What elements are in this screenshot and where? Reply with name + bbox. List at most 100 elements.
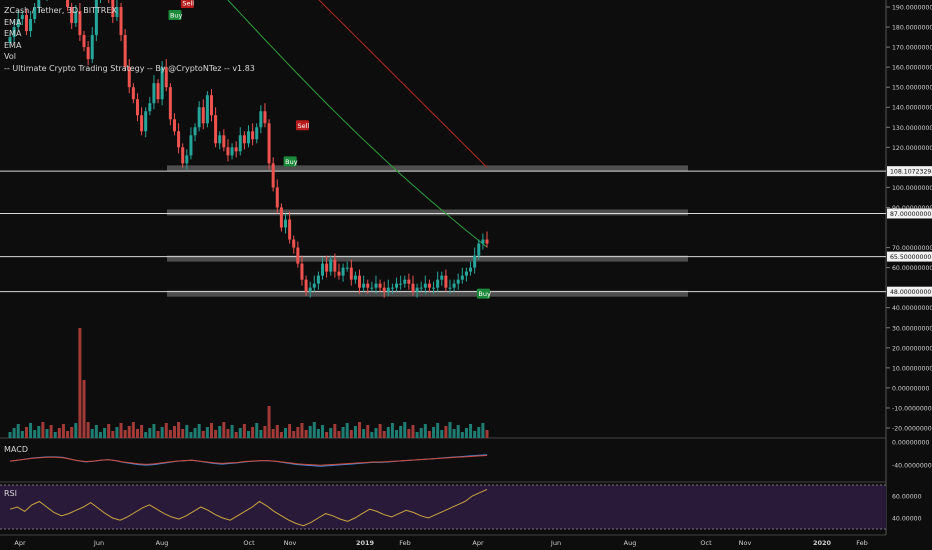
- volume-bar: [304, 430, 308, 438]
- volume-bar: [66, 431, 70, 438]
- candle-body: [70, 7, 74, 24]
- volume-bar: [135, 429, 139, 438]
- time-tick-label: Aug: [624, 539, 637, 547]
- candle-body: [226, 147, 230, 156]
- time-tick-label: Feb: [856, 539, 868, 547]
- candle-body: [189, 135, 193, 156]
- volume-bar: [440, 430, 444, 438]
- candle-body: [201, 107, 205, 124]
- price-tick-label: 120.00000000: [892, 145, 932, 152]
- grid: [0, 0, 887, 535]
- volume-bar: [160, 427, 164, 438]
- macd-pane: 0.00000000 -40.00000000: [9, 440, 932, 470]
- legend-strategy[interactable]: -- Ultimate Crypto Trading Strategy -- B…: [4, 63, 255, 73]
- volume-bar: [127, 426, 131, 438]
- candle-body: [370, 287, 374, 289]
- volume-bar: [292, 431, 296, 438]
- volume-bar: [33, 430, 37, 438]
- candle-body: [24, 15, 28, 32]
- candle-body: [308, 287, 312, 292]
- volume-bar: [242, 424, 246, 438]
- level-label: 48.00000000: [890, 289, 931, 296]
- volume-bar: [86, 422, 90, 438]
- volume-bar: [362, 429, 366, 438]
- candle-body: [399, 283, 403, 285]
- candle-body: [321, 263, 325, 276]
- volume-bar: [45, 429, 49, 438]
- time-tick-label: Aug: [156, 539, 169, 547]
- rsi-band: [0, 485, 886, 529]
- volume-bar: [464, 428, 468, 438]
- volume-bar: [419, 428, 423, 438]
- volume-bar: [152, 424, 156, 438]
- volume-bar: [316, 429, 320, 438]
- candles: [8, 0, 489, 298]
- legend-ema-2[interactable]: EMA: [4, 29, 22, 38]
- candle-body: [86, 47, 90, 60]
- zone-band: [167, 209, 688, 216]
- candle-body: [382, 287, 386, 292]
- volume-bar: [49, 425, 53, 438]
- volume-bar: [259, 430, 263, 438]
- signal-buy-badge: [283, 156, 297, 167]
- volume-bar: [321, 425, 325, 438]
- volume-bars: [8, 328, 489, 438]
- ema-line-green: [227, 0, 488, 248]
- candle-body: [144, 111, 148, 132]
- volume-bar: [193, 428, 197, 438]
- signal-sell-label: Sell: [297, 122, 309, 130]
- candle-body: [366, 283, 370, 288]
- candle-body: [411, 283, 415, 292]
- volume-bar: [111, 431, 115, 438]
- price-axis: 190.00000000 180.00000000 170.00000000 160.…: [886, 5, 932, 433]
- candle-body: [407, 279, 411, 284]
- volume-bar: [378, 424, 382, 438]
- volume-bar: [374, 428, 378, 438]
- candle-body: [325, 263, 329, 272]
- volume-bar: [78, 328, 82, 438]
- candle-body: [247, 131, 250, 144]
- candle-body: [255, 127, 259, 140]
- rsi-pane-label[interactable]: RSI: [4, 489, 17, 498]
- legend-symbol[interactable]: ZCash / Tether, 3D, BITTREX: [4, 6, 117, 15]
- volume-bar: [325, 432, 329, 438]
- legend-ema-3[interactable]: EMA: [4, 40, 22, 50]
- volume-bar: [349, 430, 353, 438]
- volume-bar: [279, 432, 283, 438]
- volume-bar: [300, 423, 304, 438]
- candle-body: [94, 0, 98, 36]
- volume-bar: [172, 426, 176, 438]
- candle-body: [33, 7, 37, 20]
- candle-body: [316, 275, 320, 284]
- volume-bar: [345, 423, 349, 438]
- volume-bar: [94, 425, 98, 438]
- macd-pane-label[interactable]: MACD: [4, 445, 28, 454]
- candle-body: [362, 283, 366, 288]
- candle-body: [271, 163, 275, 188]
- legend-ema-1[interactable]: EMA: [4, 17, 22, 27]
- price-tick-label: 160.00000000: [892, 65, 932, 72]
- time-tick-label: Nov: [739, 539, 752, 547]
- volume-bar: [395, 430, 399, 438]
- volume-bar: [432, 427, 436, 438]
- candle-body: [477, 243, 481, 256]
- legend: ZCash / Tether, 3D, BITTREX EMA EMA EMA …: [4, 5, 255, 74]
- volume-bar: [481, 423, 485, 438]
- volume-bar: [226, 429, 230, 438]
- time-tick-label: Jun: [550, 539, 561, 547]
- volume-bar: [267, 406, 271, 438]
- legend-vol[interactable]: Vol: [4, 52, 16, 61]
- rsi-tick-label: 40.00000: [892, 516, 922, 523]
- price-tick-label: 140.00000000: [892, 105, 932, 112]
- time-tick-label: 2019: [356, 539, 375, 547]
- candle-body: [82, 35, 86, 48]
- candle-body: [469, 267, 473, 272]
- volume-bar: [185, 425, 189, 438]
- price-tick-label: 150.00000000: [892, 85, 932, 92]
- candle-body: [448, 287, 452, 289]
- volume-bar: [366, 425, 370, 438]
- signal-sell-label: Sell: [182, 0, 194, 7]
- volume-bar: [370, 432, 374, 438]
- candle-body: [300, 263, 304, 280]
